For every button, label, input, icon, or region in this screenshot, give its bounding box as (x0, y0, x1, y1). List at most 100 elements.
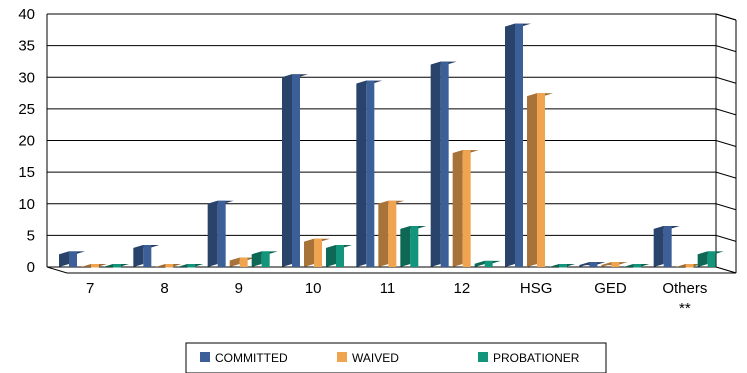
bar-front-face (462, 150, 471, 267)
gridline-side (715, 234, 737, 242)
bar-front-face (707, 251, 716, 267)
y-tick-label: 20 (18, 133, 35, 150)
bar-front-face (559, 264, 567, 268)
chart-floor (46, 266, 737, 274)
bar-committed-10 (282, 74, 308, 267)
bar-committed-11 (356, 80, 383, 267)
bar-front-face (239, 257, 248, 267)
y-tick-label: 40 (18, 6, 35, 23)
bar-waived-10 (304, 238, 330, 267)
y-axis-ticks: 0 5 10 15 20 25 30 35 40 (18, 6, 35, 276)
bar-waived-8 (155, 264, 182, 268)
bar-front-face (261, 251, 270, 267)
bar-side-face (133, 245, 144, 267)
bar-probationer-7 (103, 264, 129, 268)
bar-side-face (378, 200, 389, 267)
bar-side-face (430, 61, 441, 267)
y-tick-label: 25 (18, 101, 35, 118)
legend-label-committed: COMMITTED (215, 351, 288, 365)
bar-side-face (474, 260, 485, 267)
x-tick-label: 9 (235, 280, 243, 297)
bar-waived-11 (378, 200, 405, 267)
gridline-side (715, 203, 737, 211)
bar-front-face (217, 200, 226, 267)
bar-probationer-11 (400, 226, 427, 267)
legend-label-probationer: PROBATIONER (493, 351, 580, 365)
bar-side-face (601, 262, 612, 267)
legend-swatch-committed (200, 352, 210, 362)
bar-side-face (452, 150, 463, 267)
bar-waived-12 (452, 150, 479, 267)
x-tick-label: 12 (453, 280, 470, 297)
bar-side-face (229, 257, 240, 267)
bar-probationer-10 (326, 245, 352, 267)
bar-side-face (505, 23, 515, 268)
y-tick-label: 15 (18, 164, 35, 181)
bar-waived-9 (229, 257, 256, 267)
gridline-side (715, 13, 737, 21)
x-tick-label: 8 (160, 280, 168, 297)
gridline-side (715, 108, 737, 116)
bar-committed-hsg (505, 23, 531, 268)
x-tick-label: 11 (380, 280, 396, 297)
bar-front-face (685, 264, 694, 268)
gridline-side (715, 45, 737, 53)
bar-front-face (113, 264, 121, 268)
y-tick-label: 30 (18, 69, 35, 86)
bar-probationer-12 (474, 260, 501, 267)
bar-front-face (165, 264, 174, 268)
bar-side-face (400, 226, 411, 267)
x-tick-label: GED (594, 280, 627, 297)
x-tick-label: 7 (86, 280, 94, 297)
gridline-side (715, 76, 737, 84)
bar-committed-12 (430, 61, 457, 267)
bar-front-face (91, 264, 99, 268)
bar-side-face (326, 245, 336, 267)
bar-committed-9 (207, 200, 234, 267)
bar-side-face (304, 238, 314, 267)
y-tick-label: 10 (18, 196, 35, 213)
bar-front-face (611, 262, 620, 267)
bar-front-face (537, 93, 545, 267)
bar-committed-ged (579, 262, 606, 267)
bar-front-face (69, 251, 77, 267)
legend-box (185, 342, 607, 373)
legend-label-waived: WAIVED (352, 351, 399, 365)
bar-probationer-others (697, 251, 724, 267)
bar-probationer-9 (251, 251, 278, 267)
bar-side-face (579, 262, 590, 267)
bar-committed-7 (59, 251, 85, 267)
y-tick-label: 35 (18, 38, 35, 55)
bar-front-face (484, 260, 493, 267)
bar-front-face (187, 264, 196, 268)
bar-probationer-8 (177, 264, 204, 268)
bar-side-face (653, 226, 664, 267)
bar-front-face (292, 74, 300, 267)
x-tick-label: HSG (520, 280, 553, 297)
bar-front-face (663, 226, 672, 267)
bar-front-face (366, 80, 375, 267)
x-tick-note: ** (679, 300, 691, 317)
bar-waived-hsg (527, 93, 553, 267)
bar-side-face (251, 251, 262, 267)
bar-committed-others (653, 226, 680, 267)
bar-probationer-hsg (549, 264, 575, 268)
bar-front-face (388, 200, 397, 267)
y-tick-label: 5 (27, 227, 35, 244)
bar-front-face (314, 238, 322, 267)
bar-front-face (440, 61, 449, 267)
bar-side-face (207, 200, 218, 267)
bar-waived-ged (601, 262, 628, 267)
bar-side-face (527, 93, 537, 267)
gridline-side (715, 140, 737, 147)
bar-side-face (282, 74, 292, 267)
bar-front-face (336, 245, 344, 267)
x-tick-label: 10 (305, 280, 322, 297)
bar-probationer-ged (623, 264, 650, 268)
chart-bars (59, 23, 724, 268)
bar-side-face (697, 251, 708, 267)
bar-waived-others (675, 264, 702, 268)
bar-front-face (143, 245, 152, 267)
bar-committed-8 (133, 245, 160, 267)
